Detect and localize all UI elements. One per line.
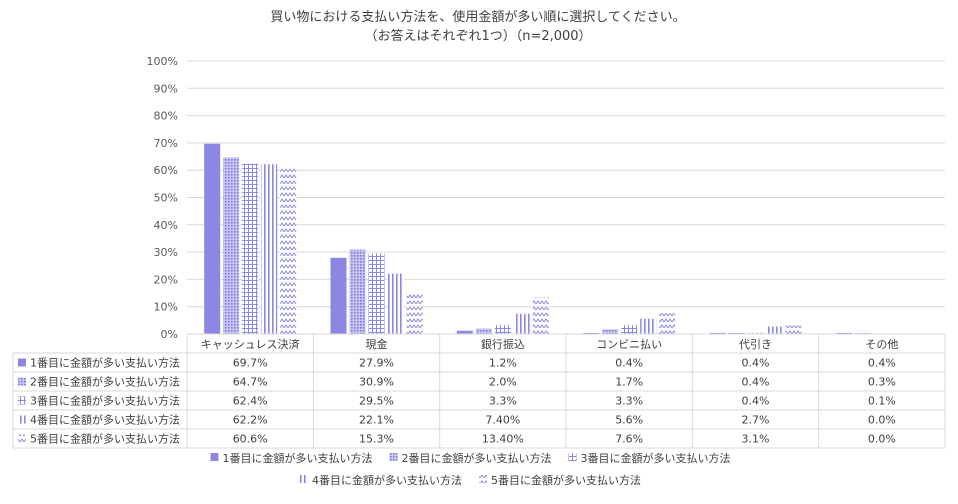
table-legend-key xyxy=(18,359,26,367)
bar-dots xyxy=(476,329,492,334)
data-label: 0.4% xyxy=(742,357,770,370)
table-legend-key xyxy=(18,435,26,443)
y-tick-label: 100% xyxy=(147,55,178,68)
bar-wave xyxy=(533,297,549,334)
data-label: 0.0% xyxy=(868,414,896,427)
data-table: キャッシュレス決済 現金 銀行振込 コンビニ払い 代引き その他 1番目に金額が多い支払い方… xyxy=(13,334,945,448)
bar-grid xyxy=(495,325,511,334)
data-label: 1.2% xyxy=(489,357,517,370)
data-label: 3.3% xyxy=(615,395,643,408)
table-series-name: 2番目に金額が多い支払い方法 xyxy=(30,375,180,389)
y-tick-label: 40% xyxy=(154,219,178,232)
category-label: コンビニ払い xyxy=(596,337,662,351)
data-label: 3.1% xyxy=(742,433,770,446)
bar-dots xyxy=(602,329,618,334)
data-label: 15.3% xyxy=(359,433,394,446)
bar-vlines xyxy=(388,274,404,334)
data-label: 5.6% xyxy=(615,414,643,427)
legend-label: 5番目に金額が多い支払い方法 xyxy=(491,473,641,487)
y-tick-label: 10% xyxy=(154,301,178,314)
table-series-name: 5番目に金額が多い支払い方法 xyxy=(30,432,180,446)
table-legend-key xyxy=(18,378,26,386)
legend-key xyxy=(300,475,308,483)
data-label: 0.4% xyxy=(742,376,770,389)
data-label: 7.6% xyxy=(615,433,643,446)
y-tick-label: 80% xyxy=(154,110,178,123)
y-tick-label: 60% xyxy=(154,164,178,177)
legend-key xyxy=(569,453,577,461)
legend-key xyxy=(479,475,487,483)
bar-dots xyxy=(223,157,239,334)
bar-vlines xyxy=(514,314,530,334)
data-label: 0.4% xyxy=(615,357,643,370)
data-label: 0.1% xyxy=(868,395,896,408)
y-tick-label: 70% xyxy=(154,137,178,150)
bar-vlines xyxy=(261,164,277,334)
category-label: 現金 xyxy=(366,337,388,351)
table-series-name: 4番目に金額が多い支払い方法 xyxy=(30,413,180,427)
bar-grid xyxy=(369,253,385,334)
chart-subtitle: （お答えはそれぞれ1つ）（n=2,000） xyxy=(364,28,591,44)
data-label: 13.40% xyxy=(482,433,524,446)
data-label: 2.0% xyxy=(489,376,517,389)
bars xyxy=(204,144,890,334)
y-axis-ticks: 0% 10% 20% 30% 40% 50% 60% 70% 80% 90% 100% xyxy=(147,55,178,341)
legend-key xyxy=(211,453,219,461)
data-label: 30.9% xyxy=(359,376,394,389)
bar-wave xyxy=(659,313,675,334)
data-label: 0.0% xyxy=(868,433,896,446)
data-label: 64.7% xyxy=(233,376,268,389)
data-label: 1.7% xyxy=(615,376,643,389)
y-tick-label: 50% xyxy=(154,192,178,205)
y-tick-label: 30% xyxy=(154,246,178,259)
data-label: 60.6% xyxy=(233,433,268,446)
bar-wave xyxy=(407,292,423,334)
data-label: 7.40% xyxy=(485,414,520,427)
table-legend-key xyxy=(18,416,26,424)
bar-wave xyxy=(280,169,296,334)
y-tick-label: 0% xyxy=(161,328,178,341)
category-label: キャッシュレス決済 xyxy=(201,337,300,351)
bar-vlines xyxy=(640,319,656,334)
legend-label: 3番目に金額が多い支払い方法 xyxy=(581,451,731,465)
table-series-name: 3番目に金額が多い支払い方法 xyxy=(30,394,180,408)
bar-vlines xyxy=(767,327,783,334)
bar-wave xyxy=(786,326,802,334)
data-label: 27.9% xyxy=(359,357,394,370)
category-label: その他 xyxy=(865,338,898,351)
data-label: 3.3% xyxy=(489,395,517,408)
y-tick-label: 90% xyxy=(154,82,178,95)
legend-label: 2番目に金額が多い支払い方法 xyxy=(402,451,552,465)
data-label: 62.4% xyxy=(233,395,268,408)
bar-dots xyxy=(350,250,366,334)
data-label: 0.4% xyxy=(868,357,896,370)
legend-key xyxy=(390,453,398,461)
bar-solid xyxy=(204,144,220,334)
data-label: 69.7% xyxy=(233,357,268,370)
data-label: 0.4% xyxy=(742,395,770,408)
gridlines xyxy=(187,61,945,307)
chart-title: 買い物における支払い方法を、使用金額が多い順に選択してください。 xyxy=(270,9,685,25)
category-label: 銀行振込 xyxy=(481,337,525,351)
y-tick-label: 20% xyxy=(154,273,178,286)
legend: 1番目に金額が多い支払い方法 2番目に金額が多い支払い方法 3番目に金額が多い支払い… xyxy=(211,451,731,487)
bar-solid xyxy=(331,258,347,334)
table-legend-key xyxy=(18,397,26,405)
table-series-name: 1番目に金額が多い支払い方法 xyxy=(30,356,180,370)
category-label: 代引き xyxy=(739,337,772,351)
bar-grid xyxy=(621,325,637,334)
data-label: 62.2% xyxy=(233,414,268,427)
data-label: 22.1% xyxy=(359,414,394,427)
legend-label: 4番目に金額が多い支払い方法 xyxy=(312,473,462,487)
data-label: 29.5% xyxy=(359,395,394,408)
legend-label: 1番目に金額が多い支払い方法 xyxy=(223,451,373,465)
data-label: 2.7% xyxy=(742,414,770,427)
data-label: 0.3% xyxy=(868,376,896,389)
bar-grid xyxy=(242,164,258,334)
